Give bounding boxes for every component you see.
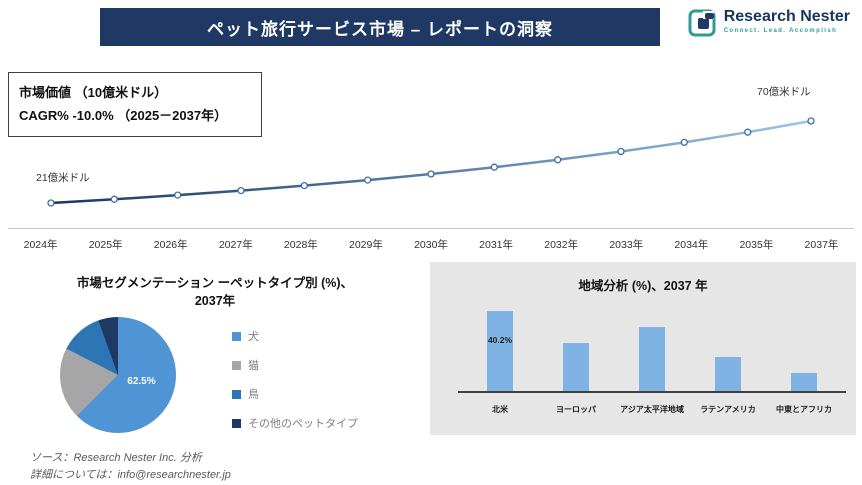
data-point-marker — [807, 117, 815, 125]
market-value-label: 市場価値 （10億米ドル） — [19, 85, 168, 100]
data-point-marker — [237, 186, 245, 195]
data-point-marker — [680, 138, 688, 147]
data-point-marker — [427, 170, 435, 178]
pet-type-pie-chart: 62.5% — [60, 317, 176, 433]
legend-swatch — [232, 360, 241, 370]
source-note: ソース：Research Nester Inc. 分析 詳細については：info… — [30, 450, 231, 483]
bar-category-label: 北米 — [492, 405, 508, 414]
line-chart-x-axis: 2024年 2025年 2026年 2027年 2028年 2029年 2030年 2031年… — [8, 228, 854, 252]
pie-slice-value-label: 62.5% — [127, 376, 156, 388]
region-bar: 40.2% — [487, 311, 513, 391]
legend-label: 猫 — [248, 360, 259, 372]
line-chart-svg — [47, 117, 815, 207]
logo-name: Research Nester — [723, 8, 850, 25]
bar-chart-axis-line — [458, 391, 846, 393]
legend-swatch — [232, 389, 241, 399]
data-point-marker — [364, 176, 372, 184]
research-nester-logo-icon — [688, 9, 716, 37]
regional-bar-chart: 40.2% — [462, 299, 842, 391]
x-axis-tick-label: 2029年 — [349, 239, 383, 251]
region-bar — [715, 357, 741, 391]
source-line: ソース：Research Nester Inc. 分析 — [30, 452, 202, 464]
x-axis-tick-label: 2033年 — [609, 239, 644, 251]
region-bar — [791, 373, 817, 391]
cagr-label: CAGR% -10.0% （2025－2037年） — [19, 108, 228, 124]
legend-item: 猫 — [232, 357, 358, 373]
data-point-marker — [617, 147, 625, 156]
x-axis-tick-label: 2027年 — [218, 239, 253, 251]
logo-text: Research Nester Connect. Lead. Accomplis… — [724, 8, 850, 34]
x-axis-tick-label: 2035年 — [739, 239, 774, 251]
page-title: ペット旅行サービス市場 – レポートの洞察 — [207, 19, 553, 39]
x-axis-tick-label: 2032年 — [544, 239, 579, 251]
segmentation-title-line2: 2037年 — [194, 294, 236, 309]
regional-analysis-title: 地域分析 (%)、2037 年 — [578, 279, 708, 293]
legend-item: 犬 — [232, 328, 358, 344]
legend-swatch — [232, 418, 241, 428]
line-start-value-label: 21億米ドル — [36, 172, 90, 184]
data-point-marker — [174, 191, 182, 199]
legend-swatch — [232, 331, 241, 341]
region-bar — [639, 327, 665, 391]
bar-category-label: ラテンアメリカ — [700, 405, 756, 414]
x-axis-tick-label: 2031年 — [479, 239, 514, 251]
report-title-banner: ペット旅行サービス市場 – レポートの洞察 — [100, 8, 660, 46]
research-nester-logo: Research Nester Connect. Lead. Accomplis… — [688, 8, 850, 38]
trend-line — [50, 119, 812, 205]
x-axis-tick-label: 2028年 — [283, 239, 318, 251]
data-point-marker — [744, 128, 752, 136]
x-axis-tick-label: 2034年 — [674, 239, 709, 251]
x-axis-tick-label: 2026年 — [153, 239, 188, 251]
market-value-line-chart — [31, 103, 831, 233]
x-axis-tick-label: 2030年 — [414, 239, 448, 251]
contact-line: 詳細については：info@researchnester.jp — [30, 468, 231, 481]
legend-item: その他のペットタイプ — [232, 415, 358, 431]
x-axis-tick-label: 2037年 — [804, 239, 839, 251]
bar-category-label: ヨーロッパ — [556, 405, 596, 414]
data-point-marker — [554, 156, 562, 164]
segmentation-title-line1: 市場セグメンテーション ーペットタイプ別 (%)、 — [76, 276, 354, 290]
legend-label: 犬 — [248, 331, 259, 343]
data-point-marker — [47, 199, 55, 207]
legend-item: 鳥 — [232, 386, 358, 402]
segmentation-title: 市場セグメンテーション ーペットタイプ別 (%)、 2037年 — [15, 274, 415, 310]
regional-analysis-panel: 地域分析 (%)、2037 年 40.2% 北米 ヨーロッパ アジア太平洋地域 ラテン… — [430, 262, 856, 435]
data-point-marker — [490, 163, 498, 171]
region-bar — [563, 343, 589, 391]
bar-category-label: 中東とアフリカ — [776, 405, 832, 414]
bar-value-label: 40.2% — [487, 335, 513, 345]
pie-legend: 犬猫鳥その他のペットタイプ — [232, 328, 358, 444]
bar-chart-category-labels: 北米 ヨーロッパ アジア太平洋地域 ラテンアメリカ 中東とアフリカ — [462, 404, 842, 415]
logo-tagline: Connect. Lead. Accomplish — [723, 27, 838, 34]
x-axis-tick-label: 2025年 — [88, 239, 123, 251]
line-end-value-label: 70億米ドル — [757, 86, 811, 98]
legend-label: 鳥 — [248, 389, 259, 401]
legend-label: その他のペットタイプ — [248, 418, 358, 430]
data-point-marker — [300, 181, 308, 190]
data-point-marker — [110, 195, 118, 203]
market-value-info-box: 市場価値 （10億米ドル） CAGR% -10.0% （2025－2037年） — [8, 72, 262, 137]
bar-category-label: アジア太平洋地域 — [620, 405, 684, 414]
x-axis-tick-label: 2024年 — [23, 239, 58, 251]
